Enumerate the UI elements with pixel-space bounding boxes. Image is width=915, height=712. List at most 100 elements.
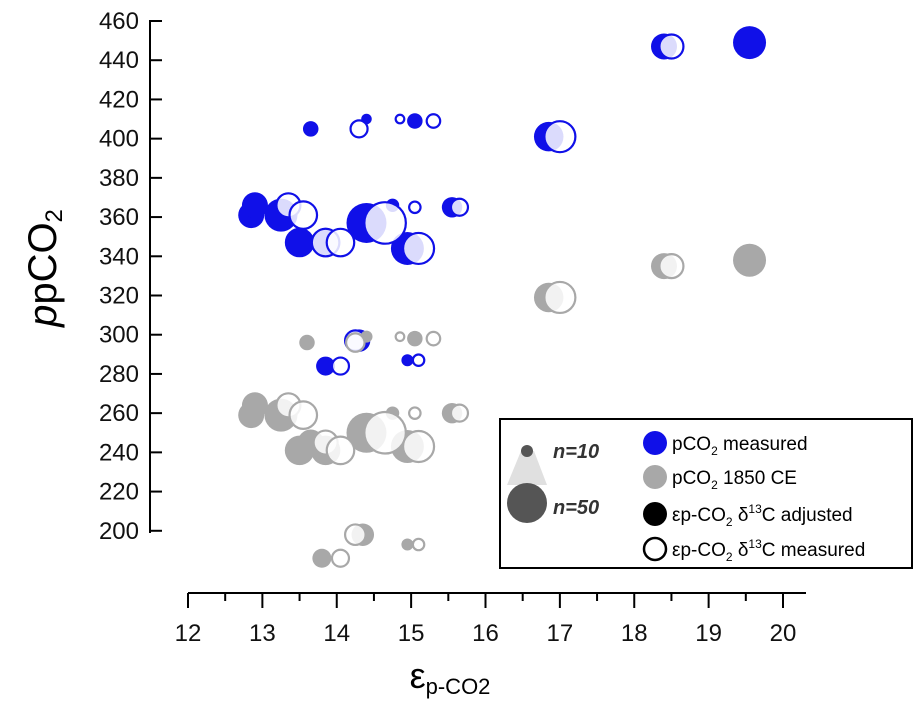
pco2-measured-adjusted-point (302, 121, 319, 137)
legend-adjusted-pre: εp-CO (672, 505, 726, 526)
axes-layer (149, 20, 806, 594)
x-tick-label: 12 (175, 620, 202, 647)
size-key-wedge (507, 451, 547, 485)
marks-layer (238, 26, 767, 568)
size-key-small-marker (521, 445, 533, 457)
pco2-measured-measured-point (543, 120, 577, 154)
x-tick-label: 15 (398, 620, 425, 647)
size-key-small-label: n=10 (553, 441, 599, 463)
legend-adjusted-sub: 2 (726, 515, 733, 529)
y-tick-label: 200 (99, 518, 139, 545)
legend-1850ce-sub: 2 (711, 478, 718, 492)
pco2-1850ce-measured-point (425, 330, 442, 347)
x-tick-label: 19 (695, 620, 722, 647)
y-axis-label: ppCO2 (21, 209, 68, 328)
pco2-1850ce-adjusted-point (299, 334, 315, 351)
pco2-measured-measured-point (325, 227, 356, 258)
legend-box (499, 418, 913, 569)
pco2-measured-measured-point (330, 356, 351, 376)
legend-measured-sub: 2 (711, 444, 718, 458)
legend: n=10 n=50 pCO2 measured pCO2 1850 CE εp-… (499, 418, 913, 569)
pco2-measured-measured-point (411, 353, 426, 368)
y-tick-label: 220 (99, 479, 139, 506)
y-axis-label-main: pCO (21, 222, 65, 304)
pco2-measured-adjusted-point (284, 227, 315, 258)
x-tick-label: 13 (249, 620, 276, 647)
y-tick-label: 260 (99, 400, 139, 427)
x-tick-label: 16 (472, 620, 499, 647)
legend-1850ce-pre: pCO (672, 468, 711, 489)
legend-1850ce-post: 1850 CE (718, 468, 797, 489)
pco2-1850ce-adjusted-point (733, 243, 767, 277)
pco2-measured-measured-point (408, 200, 422, 215)
pco2-measured-measured-point (449, 197, 470, 217)
y-axis-label-sub: 2 (41, 209, 68, 222)
legend-label-measured: pCO2 measured (672, 434, 808, 458)
x-axis-label-main: ε (410, 655, 426, 696)
x-tick-label: 14 (323, 620, 350, 647)
x-axis-label: εp-CO2 (410, 655, 491, 699)
pco2-measured-measured-point (658, 33, 685, 60)
pco2-1850ce-adjusted-point (312, 548, 332, 568)
y-tick-label: 380 (99, 165, 139, 192)
y-tick-label: 460 (99, 8, 139, 35)
legend-marker-measured (643, 431, 667, 455)
pco2-1850ce-measured-point (330, 548, 351, 568)
x-tick-label: 18 (621, 620, 648, 647)
legend-md13c-pre: εp-CO (672, 540, 726, 561)
pco2-measured-measured-point (288, 200, 319, 230)
pco2-1850ce-adjusted-point (401, 538, 414, 551)
legend-label-adjusted: εp-CO2 δ13C adjusted (672, 502, 853, 529)
legend-adjusted-sup: 13 (748, 502, 762, 516)
pco2-measured-measured-point (363, 201, 407, 245)
y-tick-label: 440 (99, 47, 139, 74)
size-key-large-marker (507, 483, 547, 523)
pco2-measured-adjusted-point (401, 354, 414, 367)
pco2-1850ce-measured-point (408, 406, 422, 420)
pco2-1850ce-measured-point (325, 435, 356, 466)
pco2-1850ce-measured-point (658, 252, 685, 280)
pco2-1850ce-adjusted-point (407, 330, 423, 347)
y-tick-label: 300 (99, 322, 139, 349)
legend-md13c-mid: δ (733, 540, 749, 561)
pco2-1850ce-measured-point (288, 400, 319, 430)
pco2-measured-adjusted-point (316, 356, 336, 376)
pco2-1850ce-measured-point (343, 523, 367, 547)
pco2-1850ce-measured-point (363, 410, 407, 455)
pco2-1850ce-adjusted-point (241, 392, 268, 419)
legend-label-measured-d13c: εp-CO2 δ13C measured (672, 537, 865, 564)
x-tick-label: 17 (547, 620, 574, 647)
y-tick-label: 280 (99, 361, 139, 388)
y-axis-label-main-text: p (21, 305, 65, 328)
pco2-measured-measured-point (394, 113, 406, 125)
legend-marker-measured-d13c (642, 536, 668, 562)
legend-marker-1850ce (643, 465, 667, 489)
pco2-measured-adjusted-point (407, 113, 423, 129)
pco2-measured-measured-point (425, 113, 442, 129)
y-tick-label: 420 (99, 86, 139, 113)
y-tick-label: 340 (99, 243, 139, 270)
pco2-1850ce-measured-point (449, 403, 470, 423)
x-tick-label: 20 (770, 620, 797, 647)
y-tick-label: 240 (99, 439, 139, 466)
size-key-large-label: n=50 (553, 497, 599, 519)
legend-md13c-sup: 13 (748, 537, 762, 551)
x-axis-label-sub: p-CO2 (426, 674, 491, 699)
legend-measured-pre: pCO (672, 434, 711, 455)
legend-label-1850ce: pCO2 1850 CE (672, 468, 797, 492)
legend-md13c-post: C measured (762, 540, 866, 561)
y-tick-label: 400 (99, 126, 139, 153)
legend-md13c-sub: 2 (726, 550, 733, 564)
legend-adjusted-mid: δ (733, 505, 749, 526)
pco2-1850ce-measured-point (411, 537, 426, 552)
pco2-measured-measured-point (349, 119, 369, 139)
legend-measured-post: measured (718, 434, 808, 455)
ticks-layer: 2002202402602803003203403603804004204404… (99, 8, 796, 647)
pco2-1850ce-measured-point (543, 280, 577, 315)
pco2-1850ce-measured-point (345, 332, 366, 353)
y-tick-label: 360 (99, 204, 139, 231)
pco2-measured-adjusted-point (241, 192, 268, 219)
legend-adjusted-post: C adjusted (762, 505, 853, 526)
